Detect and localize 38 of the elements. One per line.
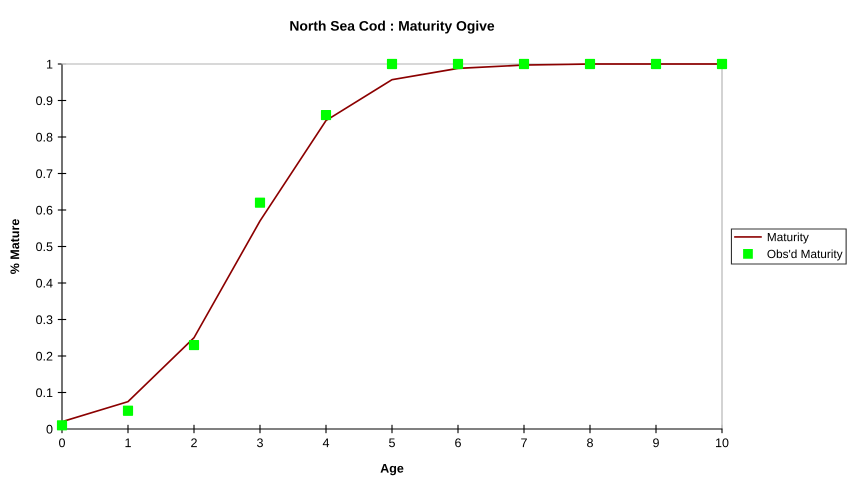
x-tick-label: 3: [257, 438, 263, 448]
x-axis-title: Age: [380, 464, 404, 476]
x-tick-label: 6: [455, 438, 461, 448]
legend-label: Obs'd Maturity: [767, 249, 843, 260]
y-tick-label: 0.8: [36, 132, 52, 142]
y-tick-label: 0.7: [36, 169, 52, 178]
point: [122, 406, 134, 416]
point: [650, 58, 662, 70]
x-tick-label: 7: [521, 438, 527, 448]
y-tick-label: 0.5: [36, 242, 52, 252]
y-tick-label: 1: [46, 60, 52, 69]
point: [320, 110, 332, 120]
legend-label: Maturity: [768, 232, 809, 244]
point: [386, 58, 398, 70]
x-tick-label: 0: [59, 438, 65, 448]
x-tick-label: 1: [125, 438, 131, 448]
point: [716, 58, 728, 70]
point: [254, 198, 266, 208]
x-tick-label: 4: [322, 438, 330, 448]
y-tick-label: 0: [46, 424, 52, 434]
x-tick-label: 2: [191, 438, 197, 448]
point: [452, 58, 464, 70]
x-tick-label: 8: [587, 438, 593, 448]
y-tick-label: 0.1: [36, 388, 52, 398]
point: [56, 420, 68, 430]
x-tick-label: 9: [653, 438, 659, 448]
point: [584, 58, 596, 70]
y-tick-label: 0.9: [36, 96, 52, 106]
y-tick-label: 0.2: [36, 352, 52, 361]
y-axis-title: % Mature: [10, 219, 20, 274]
point: [188, 340, 200, 350]
point: [518, 58, 530, 70]
y-tick-label: 0.4: [36, 278, 53, 288]
x-tick-label: 5: [389, 438, 395, 448]
y-tick-label: 0.6: [36, 206, 52, 215]
y-tick-label: 0.3: [36, 315, 52, 324]
x-tick-label: 10: [716, 438, 728, 448]
chart-title: North Sea Cod : Maturity Ogive: [290, 20, 494, 34]
